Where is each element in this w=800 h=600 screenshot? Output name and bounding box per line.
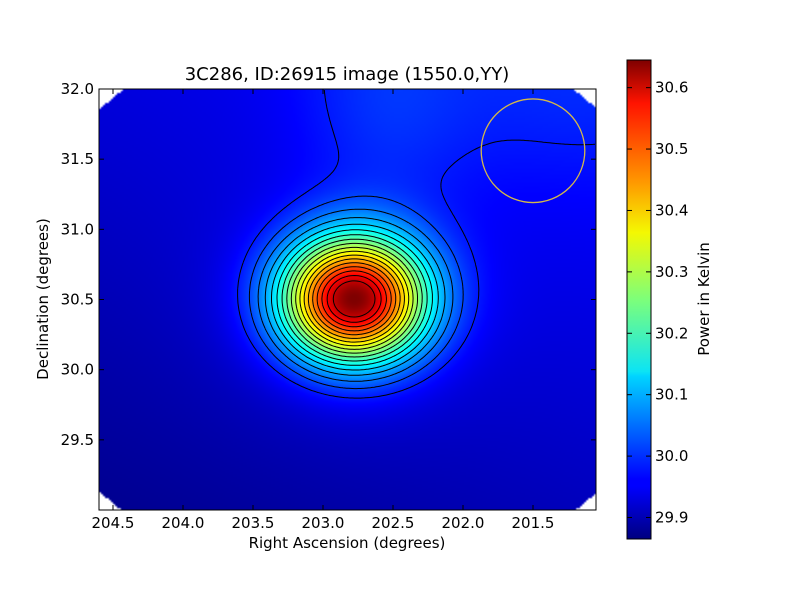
colorbar-tick-label: 30.2 — [655, 324, 688, 342]
beam-circle — [480, 98, 586, 204]
y-tick-label: 31.0 — [61, 220, 94, 238]
colorbar-label: Power in Kelvin — [695, 242, 713, 356]
y-tick-label: 32.0 — [61, 80, 94, 98]
colorbar-gradient — [626, 59, 652, 540]
y-axis-title: Declination (degrees) — [34, 218, 52, 380]
x-tick-label: 204.5 — [92, 514, 135, 532]
colorbar: 29.9 30.0 30.1 30.2 30.3 30.4 30.5 30.6 Power i… — [626, 59, 713, 540]
colorbar-tick-label: 30.6 — [655, 79, 688, 97]
x-axis-title: Right Ascension (degrees) — [249, 534, 446, 552]
x-tick-label: 203.5 — [232, 514, 275, 532]
contour-line — [271, 223, 439, 371]
contour-line — [257, 208, 454, 382]
colorbar-tick-label: 30.4 — [655, 201, 688, 219]
contour-line — [316, 266, 392, 332]
contour-line — [299, 250, 410, 347]
contour-line — [276, 229, 433, 366]
heatmap-image — [99, 89, 596, 510]
colorbar-tick-label: 30.0 — [655, 447, 688, 465]
x-tick-label: 202.5 — [372, 514, 415, 532]
contour-line — [237, 89, 596, 399]
contour-line — [286, 238, 423, 358]
contour-line — [321, 270, 387, 328]
contour-line — [248, 195, 464, 390]
y-tick-label: 29.5 — [61, 431, 94, 449]
y-tick-label: 30.0 — [61, 361, 94, 379]
contour-line — [295, 246, 414, 350]
x-axis: 204.5 204.0 203.5 203.0 202.5 202.0 201.5 — [92, 89, 555, 532]
contour-line — [332, 280, 376, 318]
contour-line — [290, 242, 418, 354]
x-tick-label: 202.0 — [442, 514, 485, 532]
contour-line — [281, 234, 428, 362]
colorbar-ticks: 29.9 30.0 30.1 30.2 30.3 30.4 30.5 30.6 — [627, 79, 688, 527]
heatmap-area — [98, 88, 597, 511]
contour-line — [312, 262, 397, 336]
colorbar-tick-label: 30.1 — [655, 386, 688, 404]
y-tick-label: 30.5 — [61, 291, 94, 309]
x-tick-label: 201.5 — [512, 514, 555, 532]
contour-line — [307, 258, 401, 339]
colorbar-tick-label: 30.5 — [655, 140, 688, 158]
x-tick-label: 204.0 — [162, 514, 205, 532]
contour-line — [303, 254, 405, 343]
colorbar-tick-label: 29.9 — [655, 509, 688, 527]
y-axis: 29.5 30.0 30.5 31.0 31.5 32.0 — [61, 80, 596, 449]
x-tick-label: 203.0 — [302, 514, 345, 532]
contour-line — [264, 217, 446, 376]
contour-layer — [237, 89, 596, 399]
contour-line — [326, 275, 382, 323]
chart-title: 3C286, ID:26915 image (1550.0,YY) — [185, 64, 510, 85]
y-tick-label: 31.5 — [61, 150, 94, 168]
colorbar-tick-label: 30.3 — [655, 263, 688, 281]
